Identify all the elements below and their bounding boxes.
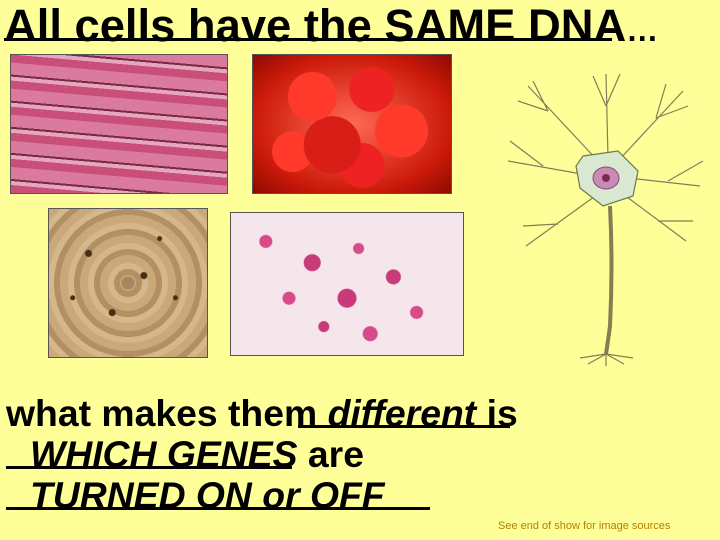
image-muscle-tissue — [10, 54, 228, 194]
body-line-2: WHICH GENES are — [6, 433, 364, 476]
blank2-underline — [6, 466, 292, 469]
blank3-underline — [6, 507, 430, 510]
body-line-3: TURNED ON or OFF — [6, 474, 385, 517]
body-line-1: what makes them different is — [6, 392, 518, 435]
blank1-underline — [298, 425, 510, 428]
image-bone-osteon — [48, 208, 208, 358]
page-title: All cells have the SAME DNA… — [4, 0, 658, 52]
image-epithelial-cells — [230, 212, 464, 356]
image-red-blood-cells — [252, 54, 452, 194]
footer-source-note: See end of show for image sources — [498, 520, 670, 532]
title-ellipsis: … — [626, 12, 658, 48]
title-text: All cells have the SAME DNA — [4, 0, 626, 51]
line2-suffix: are — [298, 433, 364, 475]
image-neuron-diagram — [488, 66, 714, 366]
title-underline — [4, 38, 612, 41]
line1-prefix: what makes them — [6, 392, 328, 434]
